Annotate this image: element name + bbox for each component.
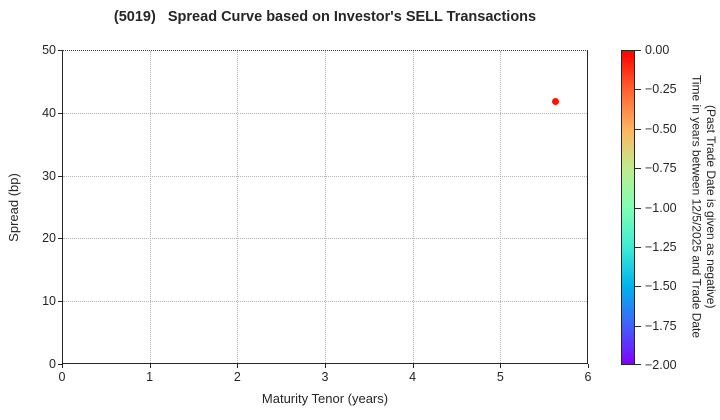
y-tick-label: 20 <box>42 231 56 246</box>
colorbar-tick-label: −0.75 <box>645 161 677 176</box>
x-tick-mark <box>412 364 414 368</box>
y-axis-label: Spread (bp) <box>5 172 21 242</box>
colorbar-tick-mark <box>635 128 641 130</box>
y-tick-label: 30 <box>42 168 56 183</box>
colorbar-tick-label: 0.00 <box>645 43 670 57</box>
colorbar-label-line1: Time in years between 12/5/2025 and Trad… <box>689 75 704 339</box>
y-tick-label: 50 <box>42 43 56 57</box>
y-tick-mark <box>58 50 62 51</box>
colorbar-label: Time in years between 12/5/2025 and Trad… <box>689 46 719 368</box>
gridline-horizontal <box>63 301 587 303</box>
y-tick-mark <box>58 238 62 240</box>
y-axis-label-box: Spread (bp) <box>0 50 26 364</box>
x-tick-mark <box>500 364 502 368</box>
colorbar-tick-label: −1.75 <box>645 318 677 333</box>
y-tick-label: 0 <box>49 357 56 371</box>
data-point <box>552 97 560 105</box>
x-tick-mark <box>149 364 151 368</box>
y-tick-mark <box>58 364 62 365</box>
x-axis-label: Maturity Tenor (years) <box>261 391 389 406</box>
colorbar-tick-mark <box>635 364 641 365</box>
colorbar-tick-label: −0.50 <box>645 121 677 136</box>
colorbar-tick-mark <box>635 286 641 288</box>
colorbar-tick-label: −0.25 <box>645 82 677 97</box>
colorbar-tick-label: −1.00 <box>645 200 677 215</box>
gridline-vertical <box>149 51 151 363</box>
y-tick-mark <box>58 175 62 177</box>
gridline-vertical <box>325 51 326 363</box>
x-tick-label: 4 <box>409 370 417 384</box>
x-tick-label: 6 <box>584 370 592 384</box>
gridline-horizontal <box>63 175 587 177</box>
colorbar-tick-label: −1.25 <box>645 239 677 254</box>
y-tick-label: 10 <box>42 294 56 309</box>
gridline-vertical <box>412 51 414 363</box>
gridline-horizontal <box>63 112 587 114</box>
y-tick-mark <box>58 112 62 114</box>
colorbar <box>621 50 635 365</box>
x-tick-label: 2 <box>233 370 241 384</box>
x-tick-mark <box>588 364 589 368</box>
colorbar-tick-mark <box>635 89 641 91</box>
x-tick-label: 1 <box>146 370 154 384</box>
colorbar-tick-mark <box>635 325 641 327</box>
colorbar-tick-label: −1.50 <box>645 279 677 294</box>
colorbar-tick-mark <box>635 168 641 170</box>
x-tick-label: 0 <box>58 370 66 384</box>
gridline-vertical <box>237 51 239 363</box>
x-tick-label: 5 <box>496 370 504 384</box>
x-tick-label: 3 <box>321 370 329 384</box>
y-tick-mark <box>58 301 62 303</box>
x-tick-mark <box>325 364 326 368</box>
chart-title: (5019) Spread Curve based on Investor's … <box>113 9 537 25</box>
gridline-horizontal <box>63 238 587 240</box>
colorbar-tick-label: −2.00 <box>645 358 677 372</box>
gridline-vertical <box>500 51 502 363</box>
y-tick-label: 40 <box>42 105 56 120</box>
x-tick-mark <box>62 364 63 368</box>
x-tick-mark <box>237 364 239 368</box>
colorbar-tick-mark <box>635 207 641 209</box>
colorbar-tick-mark <box>635 246 641 248</box>
colorbar-tick-mark <box>635 50 641 51</box>
colorbar-label-line2: (Past Trade Date is given as negative) <box>704 105 718 309</box>
